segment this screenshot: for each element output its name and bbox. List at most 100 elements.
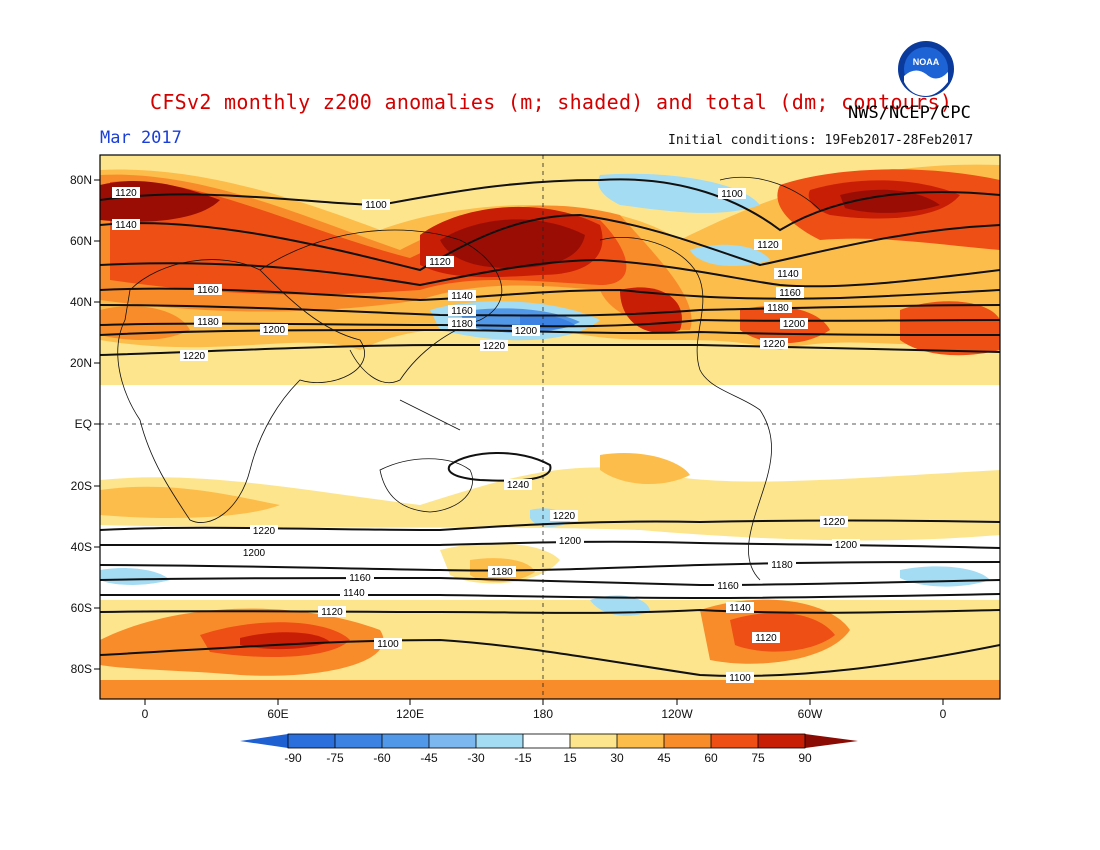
colorbar-tick: -45 bbox=[420, 751, 438, 765]
svg-text:1120: 1120 bbox=[115, 188, 137, 199]
lon-label: 120E bbox=[396, 707, 424, 721]
colorbar-tick: 90 bbox=[798, 751, 812, 765]
colorbar-swatch bbox=[382, 734, 429, 748]
svg-text:1200: 1200 bbox=[835, 540, 858, 551]
colorbar-tick: -75 bbox=[326, 751, 344, 765]
contour-label: 1220 bbox=[250, 525, 278, 537]
contour-label: 1200 bbox=[832, 539, 860, 551]
contour-label: 1180 bbox=[764, 302, 792, 314]
anomaly-shading bbox=[100, 155, 1000, 699]
longitude-axis: 0 60E 120E 180 120W 60W 0 bbox=[142, 699, 947, 721]
contour-label: 1120 bbox=[754, 239, 782, 251]
svg-text:1160: 1160 bbox=[349, 573, 371, 584]
svg-text:1200: 1200 bbox=[515, 326, 538, 337]
svg-text:1240: 1240 bbox=[507, 480, 530, 491]
contour-label: 1120 bbox=[318, 606, 346, 618]
svg-text:1100: 1100 bbox=[377, 639, 399, 650]
svg-text:1200: 1200 bbox=[783, 319, 806, 330]
colorbar-tick: 45 bbox=[657, 751, 671, 765]
contour-label: 1100 bbox=[726, 672, 754, 684]
svg-text:1200: 1200 bbox=[263, 325, 286, 336]
reference-lines bbox=[100, 155, 1000, 699]
contour-label: 1100 bbox=[374, 638, 402, 650]
colorbar-swatch bbox=[429, 734, 476, 748]
initial-conditions: Initial conditions: 19Feb2017-28Feb2017 bbox=[668, 133, 974, 148]
contour-label: 1180 bbox=[488, 566, 516, 578]
contour-labels: 1120 1140 1100 1120 1100 1120 1140 1160 … bbox=[112, 187, 860, 684]
svg-text:1200: 1200 bbox=[559, 536, 582, 547]
colorbar-swatch bbox=[476, 734, 523, 748]
contour-label: 1140 bbox=[448, 290, 476, 302]
height-contours bbox=[100, 178, 1000, 677]
svg-text:1160: 1160 bbox=[779, 288, 801, 299]
colorbar: -90 -75 -60 -45 -30 -15 15 30 45 60 75 9… bbox=[240, 733, 858, 765]
svg-text:1200: 1200 bbox=[243, 548, 266, 559]
contour-label: 1220 bbox=[820, 516, 848, 528]
lat-label: 20N bbox=[70, 356, 92, 370]
colorbar-tick: -15 bbox=[514, 751, 532, 765]
map-frame bbox=[99, 154, 1001, 700]
svg-text:1120: 1120 bbox=[321, 607, 343, 618]
contour-label: 1200 bbox=[512, 325, 540, 337]
noaa-logo-icon: NOAA bbox=[898, 41, 954, 97]
lat-label: 80N bbox=[70, 173, 92, 187]
contour-label: 1160 bbox=[448, 305, 476, 317]
svg-text:1140: 1140 bbox=[115, 220, 137, 231]
svg-text:1220: 1220 bbox=[823, 517, 846, 528]
colorbar-tick: 15 bbox=[563, 751, 577, 765]
colorbar-swatch bbox=[570, 734, 617, 748]
colorbar-arrow-high bbox=[805, 734, 858, 748]
svg-text:1180: 1180 bbox=[197, 317, 219, 328]
contour-label: 1220 bbox=[760, 338, 788, 350]
logo-text: NOAA bbox=[913, 57, 940, 67]
contour-label: 1180 bbox=[448, 318, 476, 330]
contour-label: 1220 bbox=[550, 510, 578, 522]
colorbar-swatch bbox=[758, 734, 805, 748]
svg-text:1120: 1120 bbox=[757, 240, 779, 251]
contour-label: 1200 bbox=[556, 535, 584, 547]
colorbar-swatch bbox=[288, 734, 335, 748]
contour-label: 1100 bbox=[718, 188, 746, 200]
contour-label: 1220 bbox=[480, 340, 508, 352]
contour-label: 1140 bbox=[774, 268, 802, 280]
contour-label: 1160 bbox=[714, 580, 742, 592]
contour-label: 1100 bbox=[362, 199, 390, 211]
contour-label: 1200 bbox=[780, 318, 808, 330]
contour-label: 1120 bbox=[426, 256, 454, 268]
latitude-axis: 80N 60N 40N 20N EQ 20S 40S 60S 80S bbox=[70, 173, 100, 676]
colorbar-tick: 75 bbox=[751, 751, 765, 765]
colorbar-swatch bbox=[335, 734, 382, 748]
svg-text:1180: 1180 bbox=[491, 567, 513, 578]
lon-label: 60W bbox=[798, 707, 823, 721]
lat-label: 80S bbox=[71, 662, 92, 676]
contour-label: 1140 bbox=[340, 587, 368, 599]
lon-label: 120W bbox=[661, 707, 693, 721]
svg-text:1180: 1180 bbox=[767, 303, 789, 314]
contour-label: 1180 bbox=[768, 559, 796, 571]
lat-label: EQ bbox=[75, 417, 92, 431]
svg-text:1180: 1180 bbox=[771, 560, 793, 571]
colorbar-arrow-low bbox=[240, 734, 288, 748]
contour-label: 1200 bbox=[260, 324, 288, 336]
svg-text:1100: 1100 bbox=[729, 673, 751, 684]
svg-text:1140: 1140 bbox=[777, 269, 799, 280]
forecast-period: Mar 2017 bbox=[100, 128, 182, 148]
lon-label: 60E bbox=[267, 707, 288, 721]
contour-label: 1120 bbox=[112, 187, 140, 199]
svg-text:1140: 1140 bbox=[729, 603, 751, 614]
contour-label: 1160 bbox=[194, 284, 222, 296]
agency-label: NWS/NCEP/CPC bbox=[848, 103, 971, 123]
svg-text:1220: 1220 bbox=[763, 339, 786, 350]
colorbar-swatch bbox=[617, 734, 664, 748]
lat-label: 40S bbox=[71, 540, 92, 554]
lat-label: 40N bbox=[70, 295, 92, 309]
svg-text:1120: 1120 bbox=[755, 633, 777, 644]
contour-label: 1240 bbox=[504, 479, 532, 491]
contour-label: 1160 bbox=[776, 287, 804, 299]
colorbar-swatch bbox=[664, 734, 711, 748]
colorbar-tick: -30 bbox=[467, 751, 485, 765]
svg-text:1100: 1100 bbox=[721, 189, 743, 200]
contour-label: 1200 bbox=[240, 547, 268, 559]
svg-text:1160: 1160 bbox=[197, 285, 219, 296]
svg-text:1220: 1220 bbox=[183, 351, 206, 362]
